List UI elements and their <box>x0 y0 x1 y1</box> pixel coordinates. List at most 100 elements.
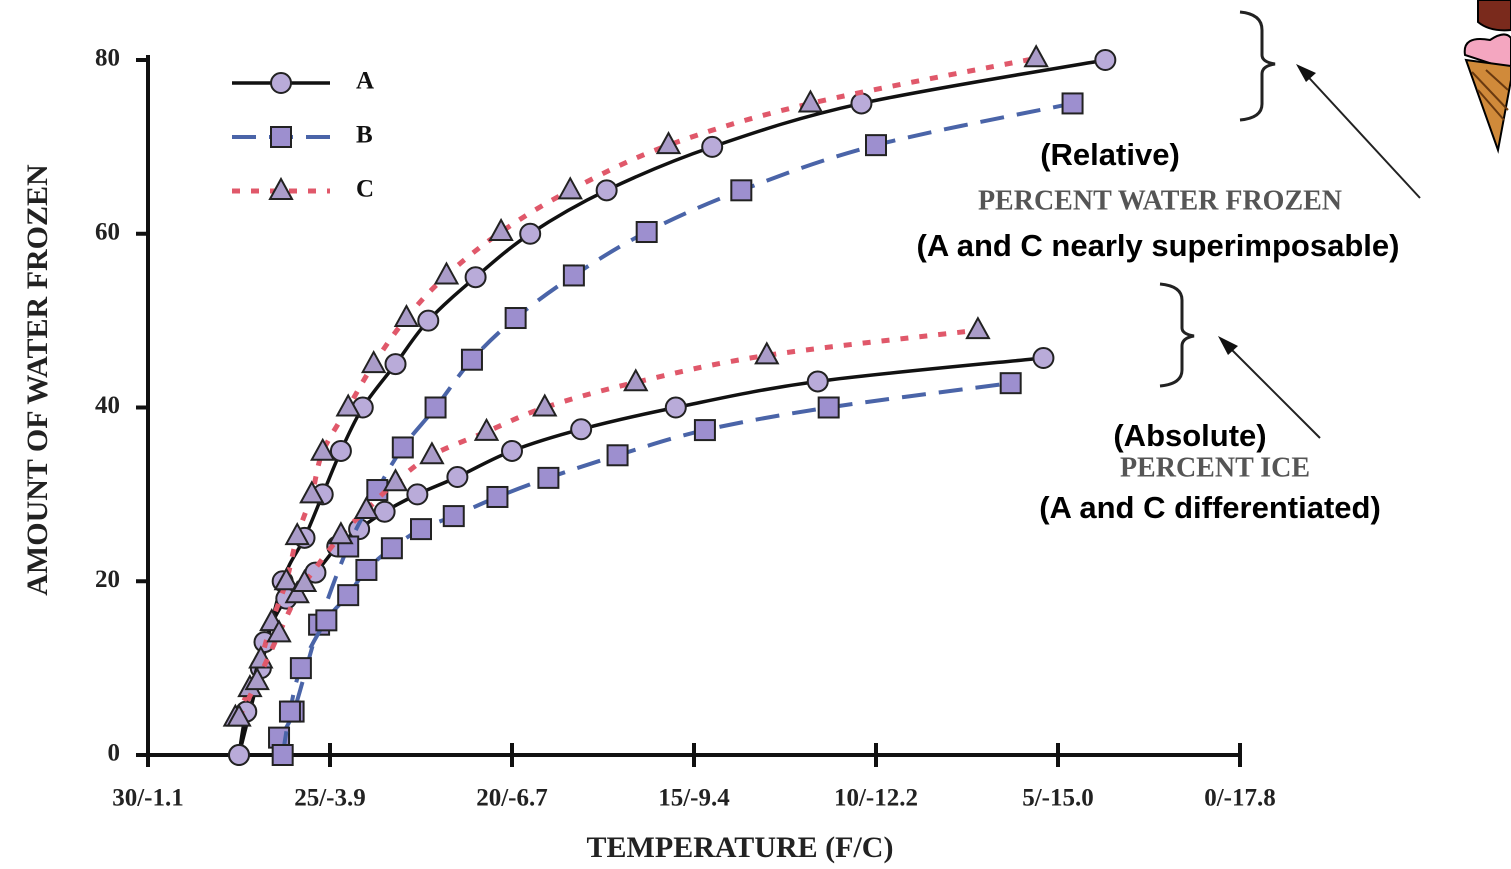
data-point <box>537 466 560 489</box>
annotation: PERCENT WATER FROZEN <box>978 185 1342 216</box>
annotation: (A and C nearly superimposable) <box>917 228 1400 263</box>
arrow <box>1299 67 1421 199</box>
x-tick-label: 5/-15.0 <box>1022 785 1094 812</box>
data-point <box>315 609 338 632</box>
data-point <box>850 92 873 115</box>
data-point <box>655 131 682 155</box>
data-point <box>329 439 352 462</box>
data-point <box>244 667 270 691</box>
data-point <box>865 134 887 157</box>
data-point <box>999 372 1022 395</box>
x-tick-label: 25/-3.9 <box>294 785 366 812</box>
y-tick-label: 40 <box>95 392 120 419</box>
data-point <box>488 217 514 242</box>
annotation: PERCENT ICE <box>1120 452 1310 483</box>
data-point <box>228 744 250 766</box>
series-line <box>277 101 1073 739</box>
data-point <box>310 437 336 461</box>
data-point <box>473 417 500 441</box>
data-point <box>562 264 585 287</box>
data-point <box>382 468 409 492</box>
data-point <box>393 303 420 328</box>
data-point <box>335 393 361 417</box>
data-point <box>284 521 310 546</box>
data-point <box>424 396 447 419</box>
bracket <box>1239 10 1276 122</box>
data-point <box>419 441 445 465</box>
data-point <box>417 309 440 332</box>
data-point <box>266 619 292 643</box>
data-point <box>1023 44 1049 68</box>
data-point <box>1094 49 1117 71</box>
y-axis-label: AMOUNT OF WATER FROZEN <box>21 164 54 596</box>
data-point <box>570 418 593 441</box>
data-point <box>693 419 716 442</box>
annotation: (A and C differentiated) <box>1039 490 1381 525</box>
data-point <box>595 179 618 202</box>
data-point <box>278 700 301 723</box>
series-line <box>280 381 1011 756</box>
data-point <box>446 466 469 488</box>
data-point <box>701 135 724 158</box>
ice-cream-icon <box>1463 0 1511 154</box>
legend-marker <box>268 176 294 200</box>
x-tick-label: 10/-12.2 <box>834 785 918 812</box>
x-axis-label: TEMPERATURE (F/C) <box>587 831 894 864</box>
annotation: (Absolute) <box>1113 418 1266 453</box>
data-point <box>730 179 753 202</box>
data-point <box>965 316 991 340</box>
data-point <box>806 370 829 393</box>
data-point <box>271 744 294 766</box>
data-point <box>380 537 403 560</box>
x-tick-label: 20/-6.7 <box>476 785 548 812</box>
data-point <box>337 584 360 607</box>
data-point <box>623 368 649 392</box>
data-point <box>754 341 780 365</box>
data-point <box>391 436 414 459</box>
x-tick-label: 15/-9.4 <box>658 785 730 812</box>
arrowhead <box>1218 336 1238 355</box>
data-point <box>464 266 487 289</box>
data-point <box>532 393 558 417</box>
arrow <box>1221 339 1321 439</box>
data-point <box>664 396 687 419</box>
data-point <box>284 580 310 604</box>
legend-label: A <box>356 68 374 95</box>
data-point <box>410 518 432 541</box>
data-point <box>291 568 318 592</box>
x-tick-label: 0/-17.8 <box>1204 785 1276 812</box>
arrowhead <box>1296 64 1316 82</box>
data-point <box>442 505 465 528</box>
legend-label: C <box>356 176 374 203</box>
data-point <box>328 521 354 545</box>
data-point <box>433 261 460 285</box>
data-point <box>406 483 429 506</box>
data-point <box>635 221 658 244</box>
data-point <box>460 348 483 371</box>
data-point <box>355 558 378 581</box>
legend-marker <box>270 126 292 148</box>
data-point <box>519 222 542 245</box>
data-point <box>1032 346 1055 369</box>
bracket <box>1159 282 1195 388</box>
data-point <box>504 307 527 330</box>
data-point <box>360 349 387 374</box>
annotation: (Relative) <box>1040 137 1180 172</box>
y-tick-label: 60 <box>95 218 120 245</box>
legend-label: B <box>356 122 373 149</box>
data-point <box>1061 92 1084 115</box>
data-point <box>226 703 252 727</box>
y-tick-label: 20 <box>95 566 120 593</box>
data-point <box>384 353 407 376</box>
data-point <box>486 485 509 508</box>
data-point <box>557 176 583 200</box>
data-point <box>606 444 629 467</box>
data-point <box>353 495 380 520</box>
data-point <box>273 567 300 591</box>
data-point <box>501 439 523 462</box>
y-tick-label: 0 <box>108 740 121 767</box>
x-tick-label: 30/-1.1 <box>112 785 184 812</box>
y-tick-label: 80 <box>95 45 120 72</box>
data-point <box>299 480 325 504</box>
